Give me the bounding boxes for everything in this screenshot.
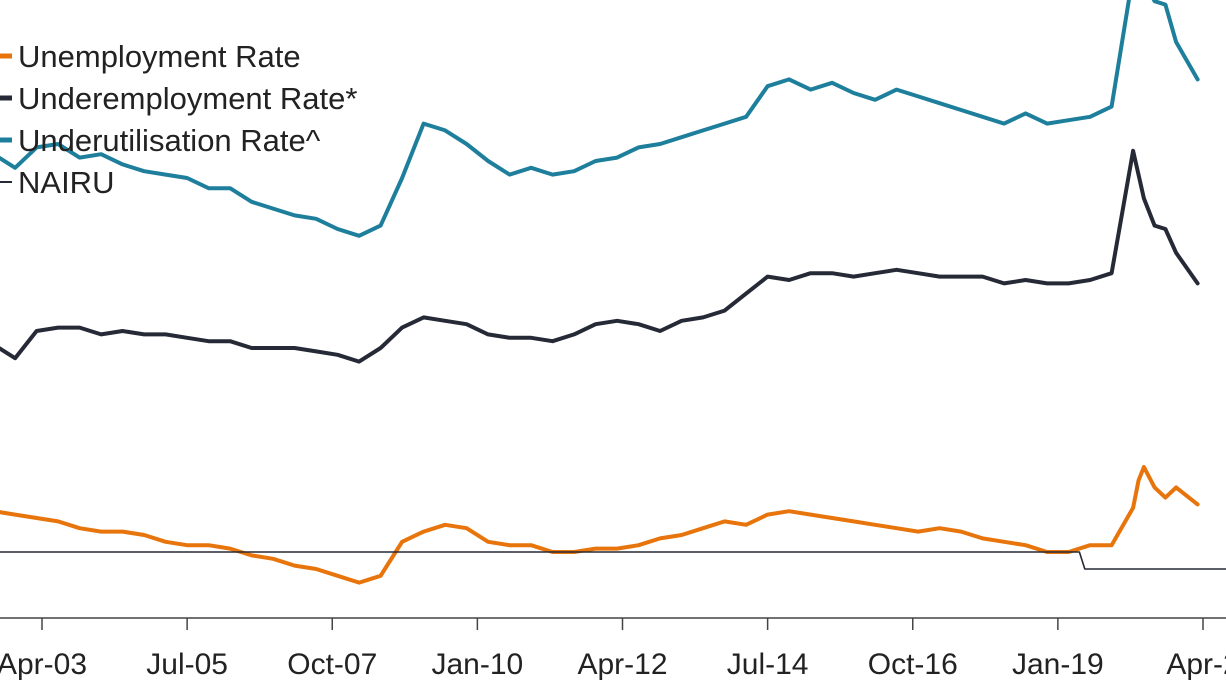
legend: Unemployment Rate Underemployment Rate* …: [0, 39, 357, 200]
x-tick-label: Oct-07: [287, 648, 377, 681]
x-axis: Apr-03 Jul-05 Oct-07 Jan-10 Apr-12 Jul-14 Oct-…: [0, 617, 1226, 681]
series-line-unemployment-rate: [0, 465, 1200, 585]
legend-label-underutilisation: Underutilisation Rate^: [18, 123, 321, 158]
x-tick-label: Apr-2: [1166, 648, 1226, 681]
legend-label-unemployment: Unemployment Rate: [18, 39, 301, 74]
x-tick-label: Jan-10: [432, 648, 524, 681]
x-tick-label: Apr-03: [0, 648, 87, 681]
series-line-underemployment-rate: [0, 148, 1200, 364]
legend-label-underemployment: Underemployment Rate*: [18, 81, 357, 116]
x-tick-label: Oct-16: [868, 648, 958, 681]
x-tick-label: Jul-05: [146, 648, 228, 681]
x-tick-label: Apr-12: [577, 648, 667, 681]
legend-label-nairu: NAIRU: [18, 165, 114, 200]
series-line-underutilisation-rate: [0, 0, 1200, 238]
x-tick-label: Jul-14: [727, 648, 809, 681]
plot-area: [0, 0, 1226, 585]
x-tick-label: Jan-19: [1012, 648, 1104, 681]
series-line-nairu: [0, 551, 1226, 570]
